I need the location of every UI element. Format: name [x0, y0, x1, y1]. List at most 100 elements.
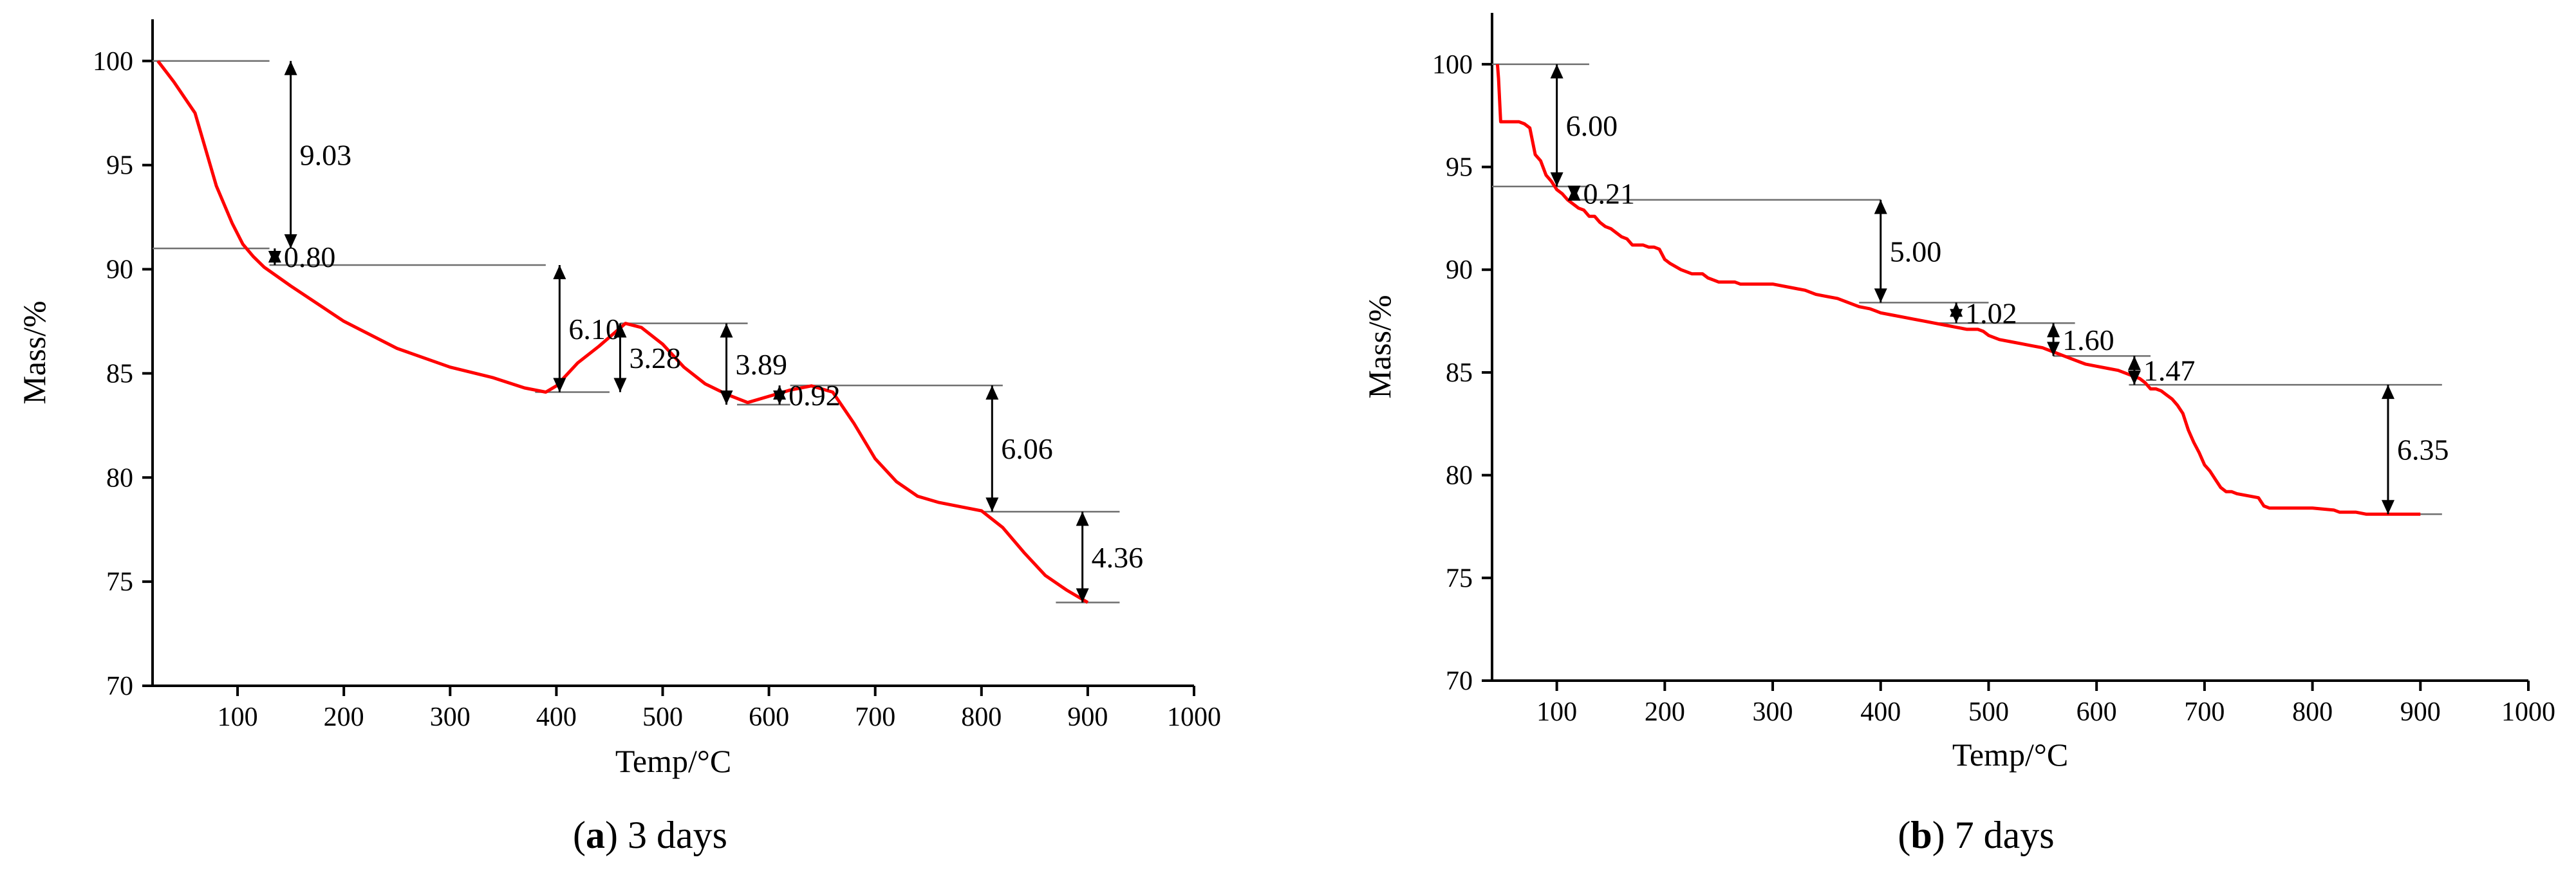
x-tick-label: 800 [2292, 697, 2333, 727]
y-tick-label: 90 [1446, 255, 1473, 285]
caption-text: ) 3 days [605, 814, 727, 856]
arrow-head-down [284, 234, 297, 249]
mass-loss-curve [1495, 64, 2421, 516]
arrow-head-up [284, 60, 297, 75]
chart-panel-b: 100 200 300 400 500 600 700 800 900 1000 70 75 80 85 9… [1361, 13, 2555, 856]
annotation-label: 4.36 [1092, 541, 1144, 574]
arrow-head-down [268, 251, 281, 266]
y-tick-label: 70 [1446, 666, 1473, 696]
mass-loss-annotation: 3.28 [613, 323, 681, 392]
y-tick-label: 80 [1446, 461, 1473, 491]
arrow-head-up [2127, 356, 2141, 371]
caption-letter: b [1910, 814, 1932, 856]
arrow-head-down [613, 378, 627, 392]
mass-loss-annotation: 0.21 [1567, 177, 1635, 210]
annotation-label: 6.10 [568, 313, 621, 345]
x-tick-label: 600 [2077, 697, 2117, 727]
x-tick-label: 300 [1753, 697, 1793, 727]
arrow-head-down [1550, 172, 1563, 187]
annotation-label: 1.02 [1965, 297, 2017, 329]
mass-loss-annotation: 1.60 [2047, 323, 2114, 356]
mass-loss-annotation: 0.92 [773, 379, 841, 412]
x-tick-label: 500 [642, 703, 683, 732]
mass-loss-annotation: 9.03 [284, 60, 352, 249]
x-tick-label: 700 [855, 703, 895, 732]
x-tick-label: 300 [430, 703, 471, 732]
y-tick-label: 70 [106, 672, 133, 701]
caption-letter: a [586, 814, 605, 856]
annotation-label: 1.60 [2062, 324, 2114, 356]
caption-text: ) 7 days [1932, 814, 2055, 856]
y-tick-label: 85 [1446, 358, 1473, 388]
mass-loss-annotation: 4.36 [1076, 511, 1144, 603]
y-tick-label: 90 [106, 255, 133, 285]
arrow-head-up [1550, 64, 1563, 78]
annotation-label: 0.80 [284, 241, 335, 273]
x-tick-label: 600 [749, 703, 789, 732]
y-axis-title: Mass/% [16, 300, 52, 404]
y-tick-label: 75 [1446, 564, 1473, 593]
arrow-head-up [2381, 385, 2394, 400]
mass-loss-annotation: 3.89 [720, 323, 788, 405]
arrow-head-up [553, 265, 566, 280]
y-tick-label: 75 [106, 567, 133, 597]
arrow-head-up [1076, 511, 1089, 526]
arrow-head-down [1567, 185, 1581, 200]
x-tick-label: 400 [536, 703, 577, 732]
arrow-head-up [1874, 199, 1887, 214]
x-tick-label: 1000 [1167, 703, 1221, 732]
x-axis-title: Temp/°C [1952, 737, 2068, 773]
arrow-head-down [2381, 500, 2394, 515]
annotation-label: 6.00 [1566, 109, 1618, 142]
mass-loss-annotation: 1.02 [1950, 297, 2017, 329]
x-axis-title: Temp/°C [615, 743, 731, 779]
annotation-label: 0.92 [789, 379, 841, 412]
arrow-head-down [985, 497, 999, 512]
x-tick-label: 400 [1860, 697, 1901, 727]
arrow-head-down [2047, 342, 2060, 356]
arrow-head-down [1076, 588, 1089, 603]
y-axis-title: Mass/% [1361, 295, 1397, 398]
chart-panel-a: 100 200 300 400 500 600 700 800 900 1000 70 75 80 85 9… [16, 19, 1221, 856]
y-tick-label: 100 [1432, 50, 1473, 80]
x-tick-label: 100 [218, 703, 258, 732]
y-tick-label: 95 [106, 151, 133, 181]
mass-loss-annotation: 6.06 [985, 385, 1053, 512]
annotation-label: 1.47 [2143, 354, 2196, 387]
x-tick-label: 1000 [2501, 697, 2555, 727]
x-tick-label: 700 [2184, 697, 2225, 727]
arrow-head-up [2047, 323, 2060, 338]
mass-loss-annotation: 5.00 [1874, 199, 1942, 303]
annotation-label: 6.35 [2397, 434, 2449, 466]
mass-loss-annotation: 6.35 [2381, 385, 2449, 515]
arrow-head-down [1874, 288, 1887, 303]
arrow-head-down [2127, 371, 2141, 385]
arrow-head-down [720, 390, 733, 405]
arrow-head-down [553, 378, 566, 392]
y-tick-label: 85 [106, 359, 133, 389]
annotation-label: 5.00 [1890, 235, 1942, 268]
x-tick-label: 100 [1536, 697, 1577, 727]
arrow-head-up [720, 323, 733, 338]
x-tick-label: 500 [1968, 697, 2009, 727]
mass-loss-annotation: 6.10 [553, 265, 621, 392]
mass-loss-annotation: 6.00 [1550, 64, 1618, 187]
y-tick-label: 95 [1446, 153, 1473, 183]
annotation-label: 3.28 [629, 342, 681, 374]
x-tick-label: 800 [961, 703, 1002, 732]
annotation-label: 9.03 [300, 138, 352, 171]
mass-loss-curve [156, 60, 1089, 604]
arrow-head-down [773, 390, 787, 405]
annotation-label: 6.06 [1001, 432, 1053, 465]
y-tick-label: 100 [93, 47, 133, 77]
panel-caption: (b) 7 days [1898, 814, 2054, 856]
mass-loss-annotation: 0.80 [268, 241, 335, 273]
mass-loss-annotation: 1.47 [2127, 354, 2196, 387]
x-tick-label: 900 [2400, 697, 2441, 727]
annotation-label: 3.89 [736, 348, 788, 381]
panel-caption: (a) 3 days [573, 814, 727, 856]
arrow-head-up [613, 323, 627, 338]
y-tick-label: 80 [106, 463, 133, 493]
x-tick-label: 900 [1067, 703, 1108, 732]
